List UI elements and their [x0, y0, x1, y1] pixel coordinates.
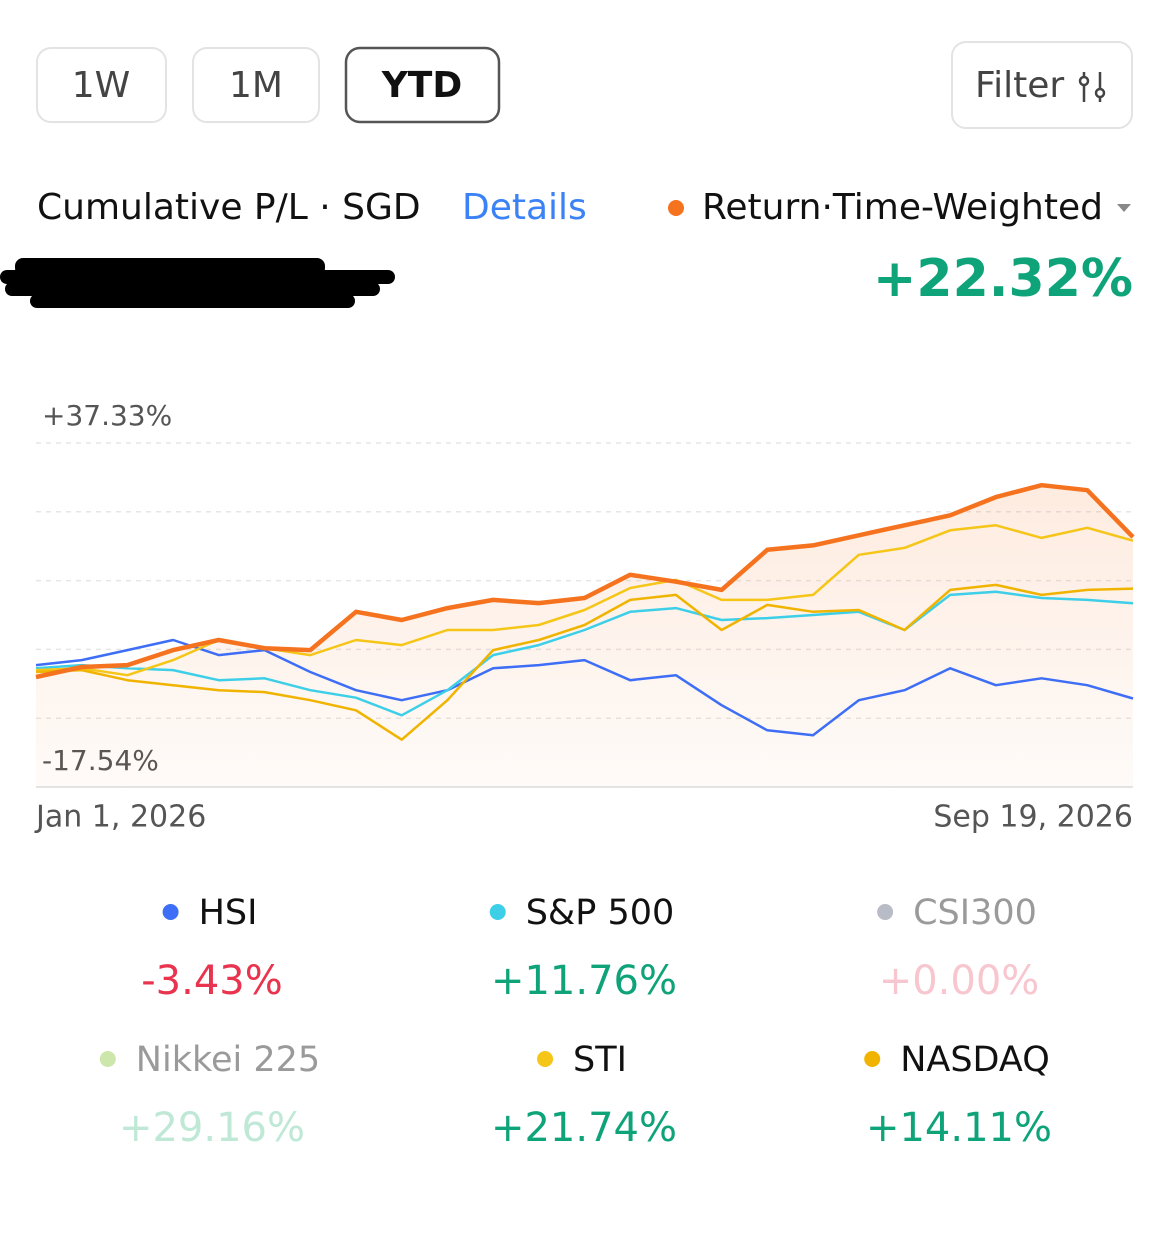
legend-dot — [537, 1051, 554, 1067]
legend-name: CSI300 — [913, 893, 1037, 933]
headline-return: +22.32% — [873, 249, 1133, 309]
legend-name: STI — [573, 1040, 627, 1080]
legend-name: NASDAQ — [900, 1040, 1050, 1080]
legend-name: S&P 500 — [526, 893, 675, 933]
legend-change: +21.74% — [491, 1105, 677, 1151]
dropdown-caret — [1117, 204, 1131, 212]
legend-change: +11.76% — [491, 958, 677, 1004]
legend-name: Nikkei 225 — [136, 1040, 320, 1080]
filter-icon — [1078, 72, 1106, 102]
redaction — [0, 258, 395, 308]
legend-change: -3.43% — [141, 958, 283, 1004]
details-link[interactable]: Details — [462, 187, 587, 228]
line — [35, 590, 1134, 717]
x-tick-label: Sep 19, 2026 — [933, 800, 1133, 835]
tab-label: 1W — [72, 65, 131, 106]
y-tick-label: +37.33% — [42, 399, 172, 432]
tab-button[interactable] — [36, 47, 167, 123]
legend-dot — [877, 904, 894, 920]
legend-dot — [864, 1051, 881, 1067]
tab-button[interactable] — [192, 47, 320, 123]
area — [36, 485, 1133, 787]
legend-change: +29.16% — [119, 1105, 305, 1151]
filter-button[interactable] — [951, 41, 1133, 129]
legend-name: HSI — [199, 893, 258, 933]
legend-dot — [99, 1051, 116, 1067]
tab-label: 1M — [229, 65, 283, 106]
filter-label: Filter — [975, 65, 1064, 106]
line — [35, 638, 1134, 737]
legend-change: +14.11% — [866, 1105, 1052, 1151]
legend-dot — [489, 904, 506, 920]
legend-dot — [668, 200, 684, 216]
x-tick-label: Jan 1, 2026 — [34, 800, 206, 835]
header-title: Cumulative P/L · SGD — [37, 187, 421, 228]
line — [35, 482, 1135, 680]
legend-change: +0.00% — [879, 958, 1040, 1004]
line — [35, 583, 1134, 741]
metric-selector[interactable]: Return·Time-Weighted — [702, 187, 1103, 228]
tab-label: YTD — [381, 65, 463, 106]
tab-button-active[interactable] — [344, 46, 501, 124]
legend-dot — [162, 904, 179, 920]
